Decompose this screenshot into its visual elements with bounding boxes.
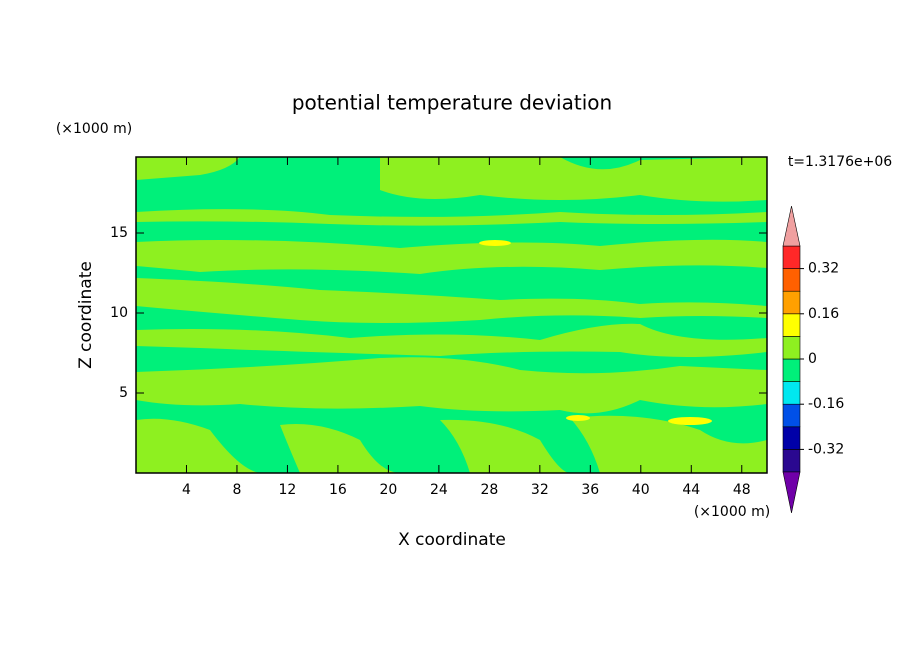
x-axis-label: X coordinate — [398, 530, 506, 550]
contour-region — [479, 240, 511, 246]
contour-region — [136, 157, 240, 180]
colorbar-box — [782, 336, 801, 360]
y-tick-label: 15 — [110, 225, 128, 241]
x-tick-label: 8 — [232, 482, 241, 498]
colorbar-tick-label: 0.32 — [808, 261, 839, 277]
colorbar-box — [782, 358, 801, 382]
contour-region — [380, 157, 767, 202]
x-tick-label: 12 — [279, 482, 297, 498]
contour-region — [136, 357, 767, 414]
colorbar-tick-label: 0 — [808, 351, 817, 367]
y-unit: (×1000 m) — [56, 121, 132, 137]
x-tick-label: 32 — [531, 482, 549, 498]
colorbar-over — [782, 205, 801, 247]
colorbar-tick-label: -0.32 — [808, 441, 844, 457]
colorbar-under — [782, 471, 801, 514]
colorbar-box — [782, 426, 801, 450]
x-tick-label: 20 — [379, 482, 397, 498]
y-tick-label: 5 — [119, 385, 128, 401]
colorbar-tick-label: -0.16 — [808, 396, 844, 412]
chart-title: potential temperature deviation — [292, 91, 612, 115]
x-tick-label: 40 — [632, 482, 650, 498]
x-tick-label: 24 — [430, 482, 448, 498]
contour-field — [136, 157, 767, 473]
colorbar-box — [782, 245, 801, 269]
colorbar-box — [782, 449, 801, 473]
time-label: t=1.3176e+06 — [788, 154, 892, 170]
contour-region — [280, 424, 400, 473]
colorbar-box — [782, 381, 801, 405]
contour-field — [479, 240, 712, 425]
contour-region — [668, 417, 712, 425]
plot-frame — [135, 156, 768, 474]
colorbar-box — [782, 313, 801, 337]
colorbar-box — [782, 403, 801, 428]
contour-region — [566, 415, 590, 421]
x-tick-label: 36 — [581, 482, 599, 498]
contour-region — [570, 415, 767, 473]
x-tick-label: 4 — [182, 482, 191, 498]
y-tick-label: 10 — [110, 305, 128, 321]
contour-region — [136, 418, 260, 473]
contour-region — [136, 209, 767, 226]
x-tick-label: 48 — [733, 482, 751, 498]
contour-region — [136, 323, 767, 357]
colorbar-box — [782, 268, 801, 292]
colorbar-tick-label: 0.16 — [808, 306, 839, 322]
x-unit: (×1000 m) — [694, 504, 770, 520]
contour-region — [136, 239, 767, 274]
colorbar-box — [782, 290, 801, 315]
y-axis-label: Z coordinate — [76, 261, 96, 369]
x-tick-label: 44 — [682, 482, 700, 498]
contour-region — [136, 278, 767, 323]
x-tick-label: 16 — [329, 482, 347, 498]
contour-region — [440, 419, 570, 473]
x-tick-label: 28 — [480, 482, 498, 498]
